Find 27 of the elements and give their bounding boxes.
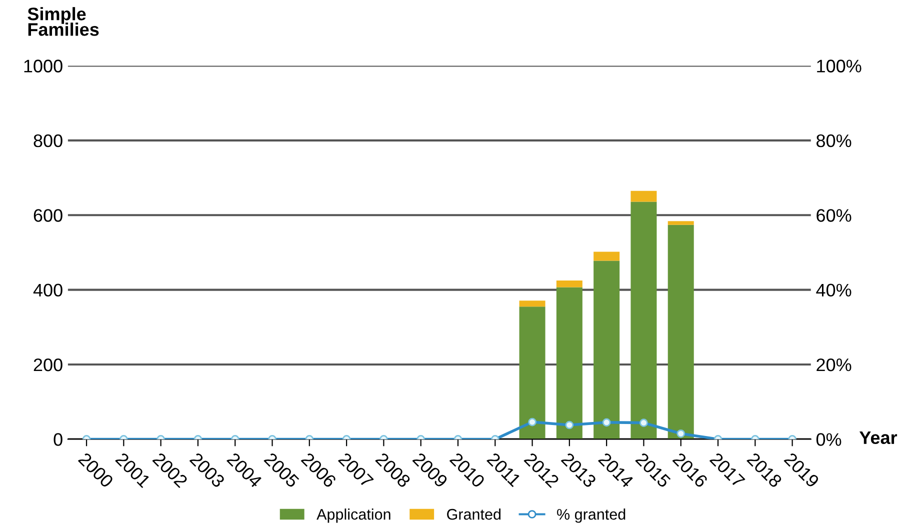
bar [519,306,546,440]
y2-tick-label: 100% [817,60,862,72]
bar [630,190,657,202]
y-tick-label: 1000 [24,60,62,72]
x-axis-title: Year [859,431,898,444]
y-tick-label: 200 [34,358,62,372]
y-tick-label: 400 [33,284,62,297]
legend-label: Application [316,508,390,523]
legend-label: % granted [557,508,626,523]
legend-label: Granted [447,508,500,520]
y2-tick-label: 80% [816,134,852,148]
y2-tick-label: 20% [816,358,852,372]
y-tick-label: 0 [54,433,62,446]
bar [668,224,694,440]
bar [668,221,694,225]
bar [556,280,582,288]
y2-tick-label: 60% [816,209,852,222]
bar [630,202,657,440]
y-tick-label: 600 [34,209,62,222]
bar [556,287,582,440]
y2-tick-label: 40% [816,284,852,297]
bar [519,300,546,307]
y-tick-label: 800 [34,134,62,148]
bar [594,252,620,261]
bar [594,260,620,440]
y2-tick-label: 0% [816,433,842,446]
y-axis-title: Simple Families [28,7,99,36]
